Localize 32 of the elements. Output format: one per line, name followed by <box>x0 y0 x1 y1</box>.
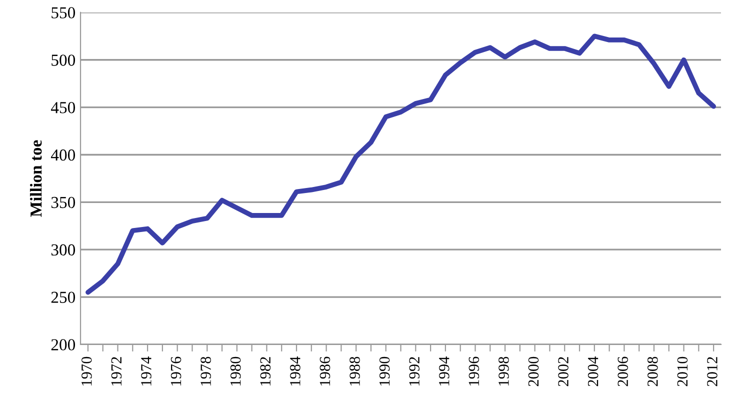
line-series <box>86 34 716 295</box>
y-tick-label: 350 <box>51 196 76 208</box>
x-tick-label: 1986 <box>320 356 330 386</box>
x-tick-label: 2002 <box>558 357 568 386</box>
x-tick-label: 1990 <box>379 356 390 386</box>
x-tick-label: 1992 <box>409 357 420 386</box>
y-tick-label: 200 <box>51 339 76 350</box>
x-tick-label: 1972 <box>111 357 122 386</box>
x-tick-label: 2010 <box>677 356 688 386</box>
x-tick-label: 1970 <box>81 356 92 386</box>
y-tick-label: 550 <box>52 7 76 18</box>
y-tick-label: 500 <box>52 54 76 66</box>
x-tick-label: 2006 <box>618 356 628 386</box>
x-tick-label: 1976 <box>170 356 182 386</box>
x-tick-label: 1984 <box>290 356 300 386</box>
x-tick-label: 1988 <box>350 356 360 386</box>
y-tick-label: 450 <box>50 102 76 114</box>
y-tick-label: 400 <box>50 149 76 161</box>
y-tick-label: 300 <box>51 244 76 256</box>
x-tick-label: 1978 <box>200 356 211 386</box>
x-tick-label: 1994 <box>439 356 450 386</box>
x-tick-label: 2000 <box>528 356 539 386</box>
x-tick-label: 1996 <box>468 356 480 386</box>
x-tick-label: 2004 <box>588 356 598 386</box>
x-tick-label: 2012 <box>707 357 718 386</box>
x-tick-label: 1982 <box>260 357 271 386</box>
x-tick-label: 1980 <box>230 356 241 386</box>
x-tick-label: 1998 <box>498 356 509 386</box>
x-tick-label: 1974 <box>141 356 152 386</box>
x-tick-label: 2008 <box>648 356 658 386</box>
y-tick-label: 250 <box>51 292 76 303</box>
y-axis-title: Million toe <box>30 140 42 217</box>
